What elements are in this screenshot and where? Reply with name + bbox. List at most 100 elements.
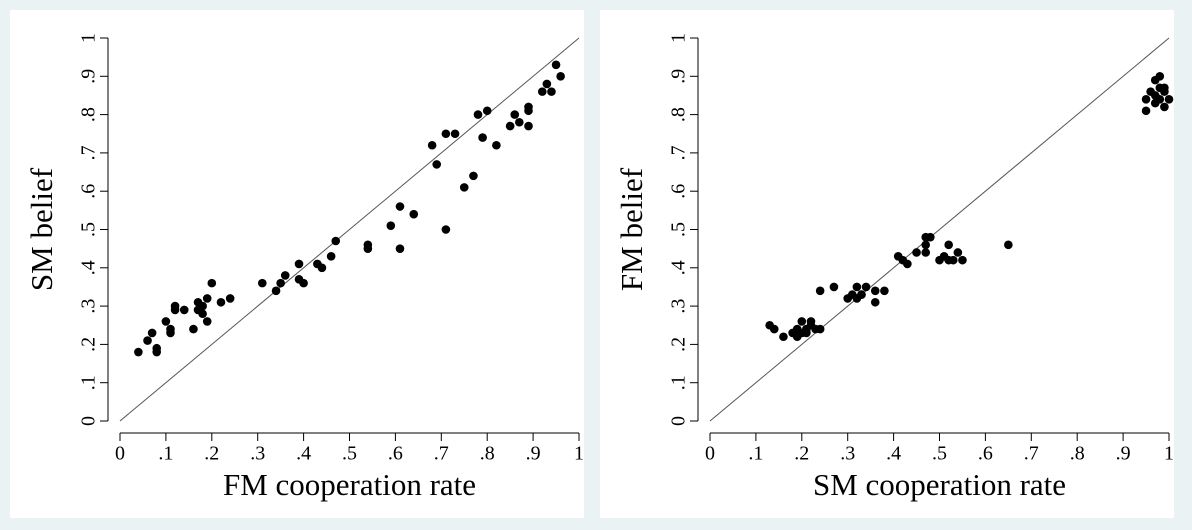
point bbox=[441, 129, 451, 139]
point bbox=[515, 117, 524, 127]
point bbox=[926, 232, 935, 242]
x-tick-label: .9 bbox=[1116, 443, 1131, 465]
y-tick-label: .3 bbox=[78, 299, 100, 314]
x-tick-label: .7 bbox=[434, 443, 449, 465]
point bbox=[276, 278, 285, 288]
x-tick-label: .8 bbox=[1070, 443, 1085, 465]
x-tick-label: 0 bbox=[705, 443, 715, 465]
point bbox=[944, 240, 953, 250]
x-tick-label: 1 bbox=[1164, 443, 1174, 465]
point bbox=[1150, 98, 1160, 108]
reference-line bbox=[709, 37, 1170, 422]
y-tick-label: 0 bbox=[668, 416, 690, 426]
y-tick-label: .4 bbox=[668, 260, 690, 275]
x-tick-label: .2 bbox=[204, 443, 219, 465]
x-tick-label: .3 bbox=[840, 443, 855, 465]
point bbox=[769, 324, 779, 334]
point bbox=[271, 286, 281, 296]
point bbox=[143, 336, 152, 345]
y-tick-label: .9 bbox=[668, 69, 690, 84]
point bbox=[524, 121, 533, 131]
y-tick-label: .6 bbox=[668, 184, 690, 199]
point bbox=[395, 244, 405, 253]
x-tick-label: .3 bbox=[250, 443, 265, 465]
point bbox=[478, 133, 487, 142]
point bbox=[1164, 94, 1174, 104]
point bbox=[207, 278, 217, 288]
point bbox=[386, 221, 396, 230]
x-tick-label: .9 bbox=[526, 443, 541, 465]
x-tick-label: .5 bbox=[342, 443, 357, 465]
point bbox=[547, 87, 556, 96]
x-tick-label: .7 bbox=[1024, 443, 1039, 465]
point bbox=[870, 297, 880, 307]
y-tick-label: .1 bbox=[668, 375, 690, 390]
y-tick-label: .7 bbox=[668, 145, 690, 160]
y-tick-label: 1 bbox=[668, 33, 690, 43]
point bbox=[921, 248, 931, 257]
point bbox=[958, 255, 967, 265]
point bbox=[797, 317, 807, 326]
y-tick-label: 1 bbox=[78, 33, 100, 43]
x-tick-label: .1 bbox=[748, 443, 763, 465]
point bbox=[857, 290, 866, 299]
y-tick-label: .4 bbox=[78, 260, 100, 275]
point bbox=[147, 328, 157, 338]
point bbox=[317, 263, 327, 273]
point bbox=[363, 240, 373, 250]
y-tick-label: .1 bbox=[78, 375, 100, 390]
point bbox=[432, 160, 442, 169]
x-tick-label: .8 bbox=[480, 443, 495, 465]
point bbox=[556, 72, 565, 81]
point bbox=[870, 286, 880, 296]
y-tick-label: .7 bbox=[78, 145, 100, 160]
point bbox=[202, 317, 212, 326]
point bbox=[1141, 106, 1151, 116]
x-tick-label: .2 bbox=[794, 443, 809, 465]
point bbox=[294, 259, 304, 269]
point bbox=[524, 106, 533, 116]
point bbox=[170, 305, 180, 315]
point bbox=[492, 140, 501, 150]
x-tick-label: .1 bbox=[158, 443, 173, 465]
point bbox=[1160, 83, 1169, 93]
point bbox=[152, 347, 162, 357]
y-tick-label: .6 bbox=[78, 184, 100, 199]
x-tick-label: .6 bbox=[978, 443, 993, 465]
x-axis-title: SM cooperation rate bbox=[813, 467, 1066, 502]
point bbox=[198, 309, 207, 319]
point bbox=[179, 305, 189, 315]
x-tick-label: 0 bbox=[115, 443, 125, 465]
point bbox=[1141, 94, 1151, 104]
x-tick-label: .4 bbox=[296, 443, 311, 465]
point bbox=[505, 121, 515, 131]
reference-line bbox=[119, 37, 580, 422]
point bbox=[134, 347, 143, 357]
x-tick-label: .6 bbox=[388, 443, 403, 465]
point bbox=[166, 324, 175, 334]
point bbox=[299, 278, 308, 288]
y-tick-label: .2 bbox=[668, 337, 690, 352]
point bbox=[815, 286, 825, 296]
point bbox=[280, 271, 290, 280]
x-axis-title: FM cooperation rate bbox=[223, 467, 476, 502]
point bbox=[510, 110, 520, 119]
point bbox=[189, 324, 198, 334]
point bbox=[903, 259, 912, 269]
y-tick-label: .3 bbox=[668, 299, 690, 314]
x-tick-label: .5 bbox=[932, 443, 947, 465]
point bbox=[326, 252, 336, 261]
point bbox=[459, 183, 469, 192]
y-axis-title: FM belief bbox=[614, 167, 649, 291]
point bbox=[331, 236, 341, 246]
point bbox=[912, 248, 921, 257]
point bbox=[469, 171, 478, 181]
point bbox=[427, 140, 437, 150]
point bbox=[861, 282, 871, 292]
point bbox=[161, 317, 171, 326]
x-tick-label: 1 bbox=[574, 443, 584, 465]
y-tick-label: .8 bbox=[668, 107, 690, 122]
y-tick-label: .9 bbox=[78, 69, 100, 84]
